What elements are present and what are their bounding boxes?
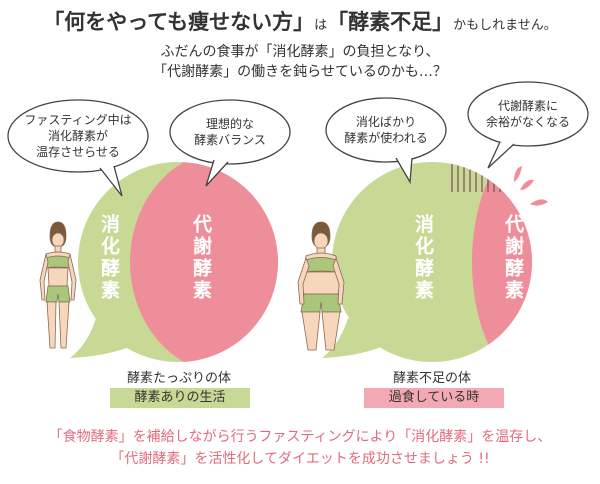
left-bubble-ideal-line-2: 酵素バランス — [194, 133, 266, 147]
splash-drop-2 — [530, 199, 548, 206]
subtitle: ふだんの食事が「消化酵素」の負担となり、 「代謝酵素」の働きを鈍らせているのかも… — [0, 42, 600, 82]
left-bubble-fasting — [7, 99, 149, 197]
right-pink-area — [472, 162, 532, 362]
subtitle-line-2: 「代謝酵素」の働きを鈍らせているのかも…？ — [153, 64, 447, 80]
splash-drop-1 — [520, 179, 534, 190]
left-caption: 酵素たっぷりの体 — [126, 371, 231, 386]
right-bubble-digest-line-2: 酵素が使われる — [344, 131, 428, 145]
left-bubble-fasting-line-2: 消化酵素が — [47, 129, 108, 143]
right-bubble-digest-line-1: 消化ばかり — [355, 115, 417, 129]
left-bubble-ideal-line-1: 理想的な — [205, 117, 254, 131]
right-bubble-digest — [325, 97, 447, 185]
right-metabolic-enzyme-label: 代謝酵素 — [502, 214, 524, 302]
right-green-tail — [322, 318, 388, 358]
left-metabolic-enzyme-label: 代謝酵素 — [190, 214, 212, 302]
left-bubble-ideal-text: 理想的な 酵素バランス — [180, 116, 280, 148]
title-part-1: 「何をやっても痩せない方」 — [43, 10, 315, 34]
right-bubble-digest-text: 消化ばかり 酵素が使われる — [336, 114, 436, 146]
slim-woman-figure — [39, 221, 77, 349]
left-pink-area — [130, 162, 278, 362]
footer-line-2: 「代謝酵素」を活性化してダイエットを成功させましょう !! — [110, 451, 490, 467]
left-bubble-fasting-line-1: ファスティング中は — [24, 113, 132, 127]
left-bubble-fasting-line-3: 温存させらせる — [36, 145, 120, 159]
title-part-3: 「酵素不足」 — [327, 10, 454, 34]
right-balance-circle — [322, 162, 548, 362]
right-bubble-metabolic-line-2: 余裕がなくなる — [485, 115, 570, 129]
right-bubble-metabolic-line-1: 代謝酵素に — [497, 99, 558, 113]
footer-line-1: 「食物酵素」を補給しながら行うファスティングにより「消化酵素」を温存し、 — [48, 429, 552, 445]
title-part-2: は — [314, 18, 328, 33]
left-green-tail — [70, 318, 136, 358]
right-bubble-metabolic-text: 代謝酵素に 余裕がなくなる — [478, 98, 578, 130]
overweight-woman-figure — [297, 221, 345, 351]
footer-message: 「食物酵素」を補給しながら行うファスティングにより「消化酵素」を温存し、 「代謝… — [0, 426, 600, 470]
right-lifestyle-pill: 過食している時 — [364, 388, 504, 408]
left-lifestyle-pill: 酵素ありの生活 — [110, 388, 250, 408]
left-digestive-enzyme-label: 消化酵素 — [98, 214, 120, 302]
title-part-4: かもしれません。 — [453, 18, 557, 33]
splash-drop-3 — [514, 166, 522, 182]
right-digestive-enzyme-label: 消化酵素 — [412, 214, 434, 302]
left-bubble-ideal — [169, 99, 291, 187]
right-bubble-metabolic — [467, 81, 589, 169]
page-title: 「何をやっても痩せない方」は「酵素不足」かもしれません。 — [0, 6, 600, 36]
subtitle-line-1: ふだんの食事が「消化酵素」の負担となり、 — [160, 44, 440, 60]
right-caption: 酵素不足の体 — [392, 371, 471, 386]
left-bubble-fasting-text: ファスティング中は 消化酵素が 温存させらせる — [18, 112, 138, 160]
